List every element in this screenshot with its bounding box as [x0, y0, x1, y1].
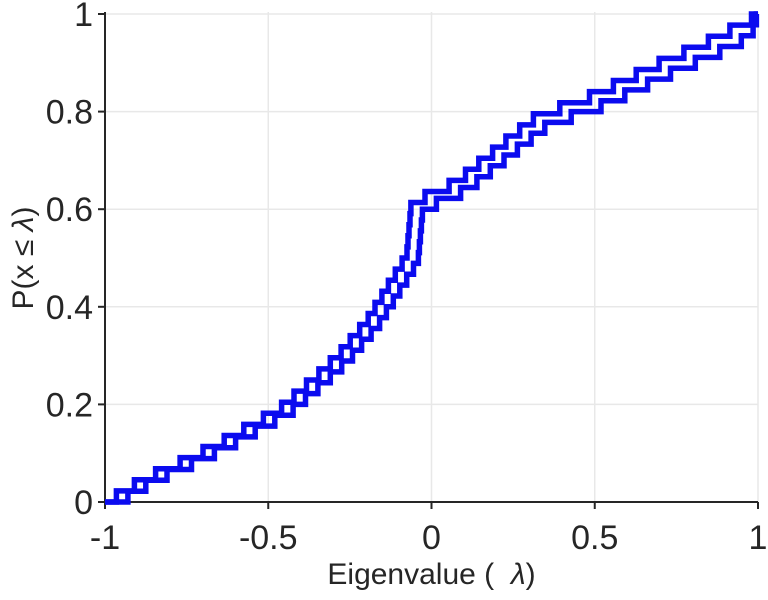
x-tick-label: -0.5: [239, 519, 298, 557]
x-axis-label: Eigenvalue ( λ): [105, 560, 758, 590]
x-tick-label: 1: [749, 519, 768, 557]
x-axis-label-close: ): [525, 558, 536, 591]
x-tick-label: -1: [90, 519, 120, 557]
ecdf-curve-2: [105, 11, 760, 505]
y-tick-label: 0.6: [46, 191, 93, 229]
y-axis-label: P(x ≤ λ): [7, 206, 40, 310]
y-axis-label-text: P(x ≤: [7, 231, 40, 310]
y-axis-label-close: ): [7, 206, 40, 217]
y-tick-label: 0: [74, 484, 93, 522]
x-tick-label: 0.5: [571, 519, 618, 557]
y-tick-label: 0.4: [46, 289, 93, 327]
lambda-symbol: λ: [510, 558, 526, 591]
y-tick-label: 0.2: [46, 386, 93, 424]
y-tick-label: 1: [74, 0, 93, 34]
x-axis-label-text: Eigenvalue (: [327, 558, 511, 591]
y-tick-label: 0.8: [46, 94, 93, 132]
lambda-symbol: λ: [7, 216, 40, 232]
x-tick-label: 0: [422, 519, 441, 557]
